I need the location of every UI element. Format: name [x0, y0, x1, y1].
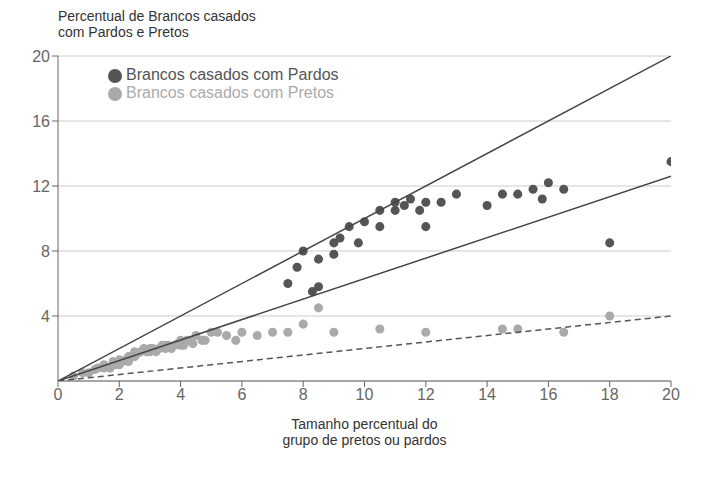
svg-text:6: 6	[237, 386, 246, 403]
svg-text:4: 4	[41, 308, 50, 325]
svg-text:18: 18	[601, 386, 619, 403]
html-text:Percentual de Brancos casados: Percentual de Brancos casados com Pardos…	[58, 8, 256, 40]
svg-text:14: 14	[478, 386, 496, 403]
svg-text:2: 2	[115, 386, 124, 403]
svg-text:8: 8	[299, 386, 308, 403]
svg-text:20: 20	[32, 48, 50, 65]
svg-text:4: 4	[176, 386, 185, 403]
svg-text:20: 20	[662, 386, 680, 403]
html-text:Brancos casados com Pretos: Brancos casados com Pretos	[126, 84, 335, 101]
html-text:Tamanho percentual do grupo de: Tamanho percentual do grupo de pretos ou…	[282, 416, 447, 448]
svg-text:16: 16	[32, 113, 50, 130]
svg-text:8: 8	[41, 243, 50, 260]
svg-text:0: 0	[54, 386, 63, 403]
svg-text:12: 12	[32, 178, 50, 195]
svg-text:12: 12	[417, 386, 435, 403]
svg-text:10: 10	[356, 386, 374, 403]
svg-text:16: 16	[540, 386, 558, 403]
html-text:Brancos casados com Pardos: Brancos casados com Pardos	[126, 66, 339, 83]
